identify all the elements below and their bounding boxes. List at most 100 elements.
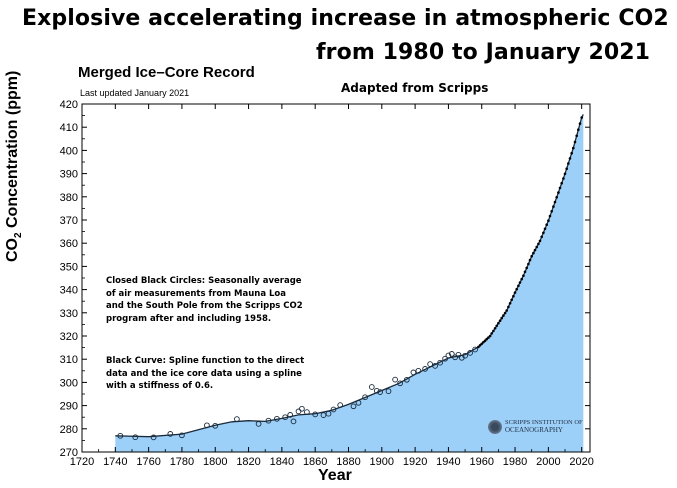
ice-core-point	[472, 346, 478, 353]
x-tick-label: 1780	[170, 456, 194, 468]
direct-measurement-point	[558, 186, 562, 190]
ice-core-point	[204, 422, 210, 429]
direct-measurement-point	[543, 227, 547, 231]
ice-core-point	[427, 361, 433, 367]
direct-measurement-point	[550, 210, 553, 213]
y-tick-label: 330	[60, 308, 78, 320]
co2-area-fill	[115, 114, 584, 453]
y-axis-label: CO2 Concentration (ppm)	[4, 71, 24, 262]
direct-measurement-point	[565, 167, 568, 170]
direct-measurement-point	[503, 311, 507, 315]
direct-measurement-point	[528, 258, 532, 262]
y-tick-label: 360	[60, 238, 78, 250]
y-axis-label-subscript: 2	[13, 232, 25, 238]
y-tick-label: 380	[60, 192, 78, 204]
direct-measurement-point	[498, 319, 502, 323]
chart-updated-note: Last updated January 2021	[80, 88, 190, 98]
direct-measurement-point	[500, 316, 504, 320]
ice-core-point	[150, 434, 157, 441]
direct-measurement-point	[482, 340, 485, 344]
direct-measurement-point	[532, 251, 535, 255]
ice-core-point	[265, 417, 272, 424]
direct-measurement-point	[537, 242, 540, 246]
direct-measurement-point	[555, 196, 558, 199]
direct-measurement-point	[477, 345, 480, 349]
ice-core-point	[415, 367, 422, 374]
direct-measurement-point	[505, 309, 509, 312]
direct-measurement-point	[497, 321, 500, 325]
ice-core-point	[403, 376, 410, 383]
direct-measurement-point	[567, 162, 570, 165]
ice-core-point	[234, 416, 240, 422]
direct-measurement-point	[580, 116, 583, 119]
y-tick-label: 300	[60, 377, 78, 389]
ice-core-point	[132, 434, 139, 441]
scripps-logo-line-1: SCRIPPS INSTITUTION OF	[505, 419, 583, 426]
spline-curve-note: Black Curve: Spline function to the dire…	[106, 356, 305, 391]
ice-core-point	[290, 418, 297, 425]
ice-core-point	[448, 351, 455, 357]
x-tick-label: 1860	[303, 456, 327, 468]
y-axis-label-text: CO	[4, 238, 21, 262]
direct-measurement-point	[485, 337, 489, 341]
ice-core-point	[368, 384, 375, 390]
ice-core-point	[330, 406, 337, 413]
direct-measurement-point	[535, 245, 538, 249]
x-tick-label: 1940	[436, 456, 460, 468]
ice-core-point	[455, 351, 462, 358]
x-tick-label: 1840	[270, 456, 294, 468]
direct-measurement-point	[568, 157, 572, 160]
closed-circles-note: Closed Black Circles: Seasonally average…	[106, 276, 303, 324]
direct-measurement-point	[538, 239, 542, 243]
direct-measurement-point	[542, 231, 545, 235]
ice-core-point	[432, 363, 438, 369]
ice-core-point	[287, 412, 294, 418]
ice-core-point	[282, 414, 289, 421]
direct-measurement-point	[490, 332, 494, 335]
x-tick-label: 2000	[536, 456, 560, 468]
y-tick-label: 400	[60, 145, 78, 157]
x-tick-label: 1800	[203, 456, 227, 468]
y-tick-label: 340	[60, 285, 78, 297]
direct-measurement-point	[573, 140, 577, 144]
direct-measurement-point	[508, 302, 512, 305]
ice-core-point	[304, 409, 310, 415]
direct-measurement-point	[548, 214, 552, 218]
direct-measurement-point	[525, 266, 528, 270]
direct-measurement-point	[518, 281, 522, 284]
direct-measurement-point	[492, 329, 495, 333]
x-tick-label: 1900	[370, 456, 394, 468]
chart-title: Merged Ice–Core Record	[78, 64, 255, 81]
y-tick-label: 310	[60, 354, 78, 366]
ice-core-point	[422, 366, 428, 372]
headline-line-1: Explosive accelerating increase in atmos…	[22, 6, 669, 31]
direct-measurement-point	[507, 305, 510, 309]
direct-measurement-point	[493, 327, 497, 330]
y-tick-label: 390	[60, 169, 78, 181]
ice-core-point	[397, 380, 403, 387]
ice-core-point	[255, 421, 262, 427]
x-tick-label: 1980	[503, 456, 527, 468]
scripps-seal-icon	[488, 420, 502, 434]
x-tick-label: 1920	[403, 456, 427, 468]
direct-measurement-point	[575, 134, 578, 138]
direct-measurement-point	[483, 339, 487, 343]
y-tick-label: 290	[60, 401, 78, 413]
ice-core-point	[179, 432, 185, 439]
direct-measurement-point	[563, 172, 567, 176]
direct-measurement-point	[547, 219, 550, 222]
ice-core-point	[445, 352, 452, 359]
x-tick-label: 1880	[336, 456, 360, 468]
direct-measurement-point	[527, 262, 530, 266]
direct-measurement-point	[540, 235, 543, 239]
ice-core-point	[325, 410, 332, 417]
adapted-from-label: Adapted from Scripps	[341, 81, 489, 95]
y-tick-label: 370	[60, 215, 78, 227]
ice-core-point	[274, 415, 280, 422]
y-tick-label: 410	[60, 122, 78, 134]
direct-measurement-point	[515, 287, 518, 291]
direct-measurement-point	[488, 334, 492, 338]
direct-measurement-point	[572, 146, 575, 150]
direct-measurement-point	[530, 254, 533, 258]
